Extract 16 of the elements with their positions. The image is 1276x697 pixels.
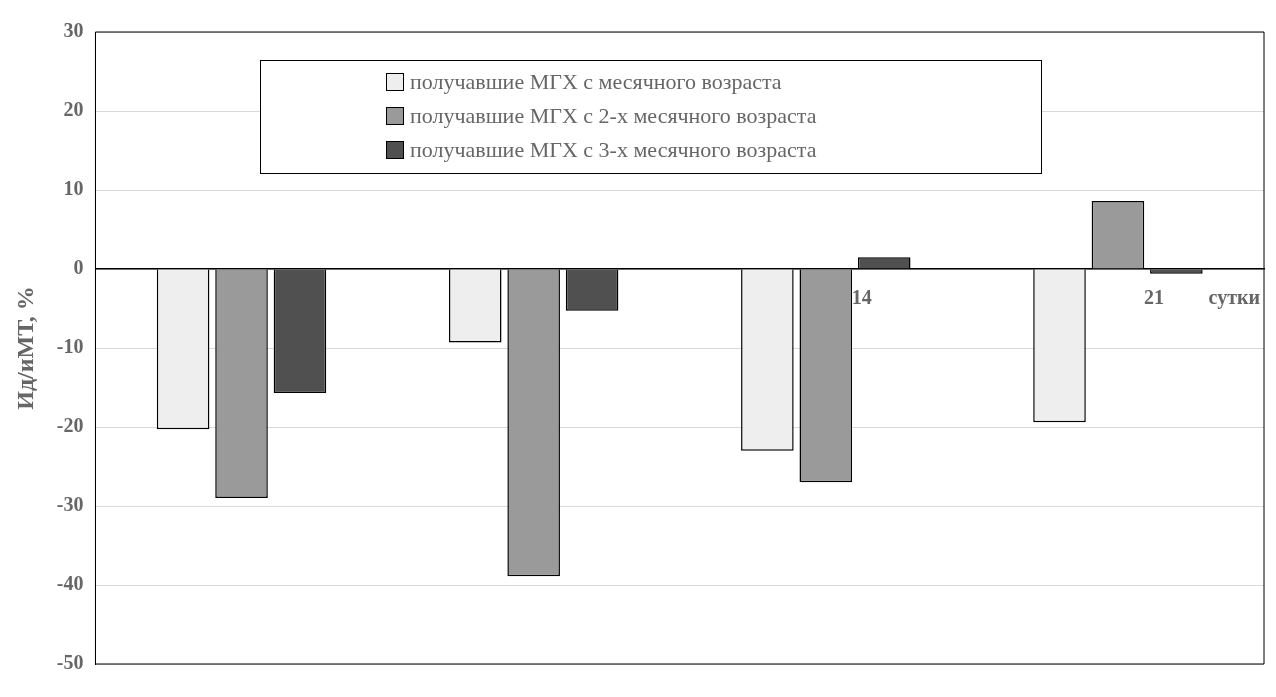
y-tick-label: -20	[56, 414, 84, 437]
x-tick-label: 21	[1143, 286, 1164, 309]
y-tick-label: 20	[63, 98, 84, 121]
y-tick-label: 30	[63, 19, 84, 42]
y-tick-label: -30	[56, 493, 84, 516]
y-tick-label: 0	[73, 256, 84, 279]
legend-label: получавшие МГХ с месячного возраста	[410, 69, 782, 95]
legend-label: получавшие МГХ с 2-х месячного возраста	[410, 103, 817, 129]
y-axis-title: Ид/иМТ, %	[11, 286, 38, 410]
y-tick-label: -10	[56, 335, 84, 358]
x-axis-title: сутки	[1208, 286, 1260, 310]
y-tick-label: 10	[63, 177, 84, 200]
legend-label: получавшие МГХ с 3-х месячного возраста	[410, 137, 817, 163]
y-tick-label: -40	[56, 572, 84, 595]
y-tick-label: -50	[56, 651, 84, 674]
x-tick-label: 14	[851, 286, 872, 309]
